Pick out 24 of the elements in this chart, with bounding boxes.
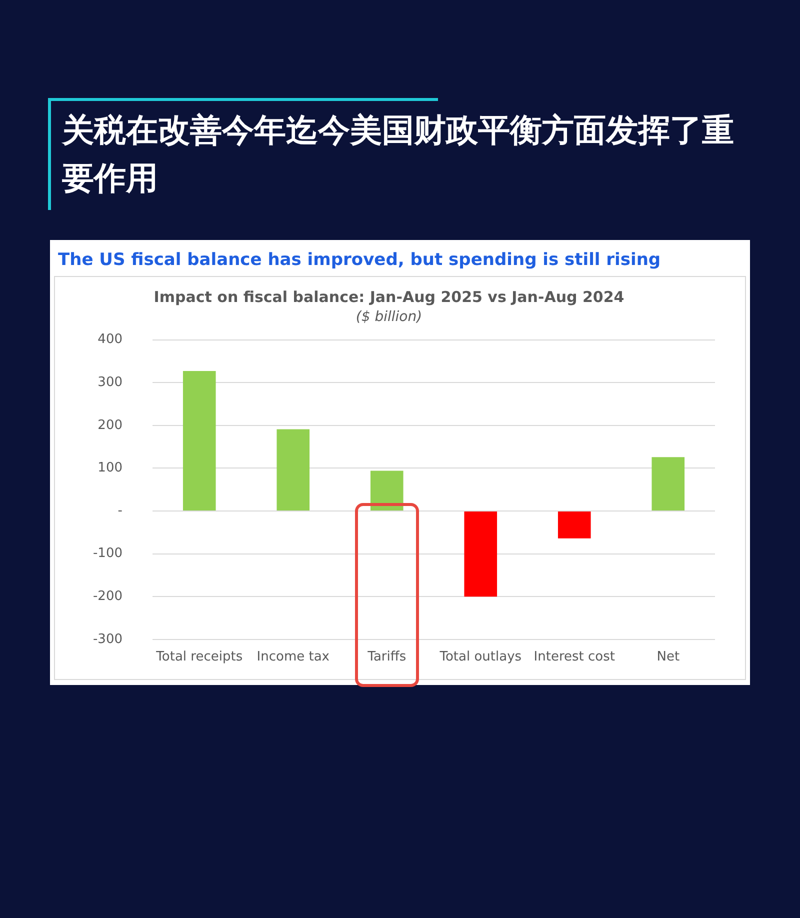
bar — [464, 512, 498, 597]
x-tick-label: Tariffs — [366, 650, 406, 665]
x-tick-label: Net — [656, 650, 680, 665]
bar — [652, 457, 685, 510]
y-tick-label: -200 — [92, 588, 123, 604]
y-tick-label: 400 — [98, 332, 123, 348]
y-tick-label: -300 — [92, 632, 123, 647]
bar — [558, 512, 591, 538]
text: ($ billion) — [356, 309, 422, 326]
y-tick-label: 300 — [98, 374, 123, 390]
x-tick-label: Income tax — [256, 650, 330, 665]
y-tick-label: -100 — [92, 546, 123, 562]
y-tick-label: 200 — [98, 418, 123, 433]
x-tick-label: Total receipts — [155, 650, 243, 665]
text: Impact on fiscal balance: Jan-Aug 2025 vs Jan-Aug 2024 — [154, 288, 624, 306]
x-tick-label: Total outlays — [438, 650, 522, 665]
chart-subtitle: The US fiscal balance has improved, but spending is still rising — [58, 250, 661, 270]
bar — [370, 470, 404, 510]
y-tick-label: - — [118, 503, 123, 518]
chart-title: 关税在改善今年迄今美国财政平衡方面发挥了重要作用 — [62, 110, 735, 199]
y-tick-label: 100 — [98, 460, 123, 476]
x-tick-label: Interest cost — [534, 650, 615, 665]
bar — [276, 429, 310, 510]
bar — [182, 371, 216, 510]
